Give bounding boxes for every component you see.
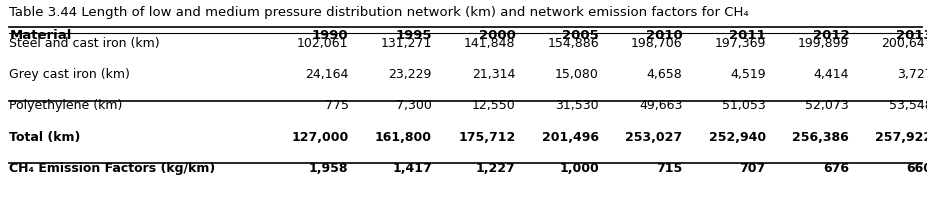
Text: 198,706: 198,706: [630, 37, 682, 50]
Text: Total (km): Total (km): [9, 130, 81, 143]
Text: 3,727: 3,727: [896, 68, 927, 81]
Text: 201,496: 201,496: [542, 130, 599, 143]
Text: 715: 715: [656, 161, 682, 174]
Text: 707: 707: [740, 161, 766, 174]
Text: 175,712: 175,712: [458, 130, 515, 143]
Text: 12,550: 12,550: [472, 99, 515, 112]
Text: Table 3.44 Length of low and medium pressure distribution network (km) and netwo: Table 3.44 Length of low and medium pres…: [9, 6, 749, 19]
Text: 161,800: 161,800: [375, 130, 432, 143]
Text: 49,663: 49,663: [639, 99, 682, 112]
Text: 253,027: 253,027: [625, 130, 682, 143]
Text: 775: 775: [324, 99, 349, 112]
Text: 31,530: 31,530: [555, 99, 599, 112]
Text: 257,922: 257,922: [875, 130, 927, 143]
Text: 1,417: 1,417: [392, 161, 432, 174]
Text: 676: 676: [823, 161, 849, 174]
Text: 23,229: 23,229: [388, 68, 432, 81]
Text: 2000: 2000: [478, 29, 515, 42]
Text: 1990: 1990: [311, 29, 349, 42]
Text: 127,000: 127,000: [291, 130, 349, 143]
Text: 154,886: 154,886: [547, 37, 599, 50]
Text: 1,227: 1,227: [476, 161, 515, 174]
Text: 7,300: 7,300: [396, 99, 432, 112]
Text: 2012: 2012: [812, 29, 849, 42]
Text: 52,073: 52,073: [806, 99, 849, 112]
Text: Polyethylene (km): Polyethylene (km): [9, 99, 122, 112]
Text: 4,519: 4,519: [730, 68, 766, 81]
Text: 1,958: 1,958: [309, 161, 349, 174]
Text: 2005: 2005: [562, 29, 599, 42]
Text: 24,164: 24,164: [305, 68, 349, 81]
Text: 4,414: 4,414: [814, 68, 849, 81]
Text: 256,386: 256,386: [793, 130, 849, 143]
Text: 21,314: 21,314: [472, 68, 515, 81]
Text: 53,548: 53,548: [889, 99, 927, 112]
Text: CH₄ Emission Factors (kg/km): CH₄ Emission Factors (kg/km): [9, 161, 215, 174]
Text: 141,848: 141,848: [464, 37, 515, 50]
Text: Grey cast iron (km): Grey cast iron (km): [9, 68, 130, 81]
Text: Material: Material: [9, 29, 71, 42]
Text: 4,658: 4,658: [646, 68, 682, 81]
Text: 200,647: 200,647: [881, 37, 927, 50]
Text: 197,369: 197,369: [715, 37, 766, 50]
Text: 1995: 1995: [396, 29, 432, 42]
Text: 660: 660: [907, 161, 927, 174]
Text: Steel and cast iron (km): Steel and cast iron (km): [9, 37, 159, 50]
Text: 2011: 2011: [729, 29, 766, 42]
Text: 1,000: 1,000: [559, 161, 599, 174]
Text: 2013: 2013: [895, 29, 927, 42]
Text: 102,061: 102,061: [297, 37, 349, 50]
Text: 199,899: 199,899: [798, 37, 849, 50]
Text: 15,080: 15,080: [555, 68, 599, 81]
Text: 131,271: 131,271: [381, 37, 432, 50]
Text: 2010: 2010: [645, 29, 682, 42]
Text: 51,053: 51,053: [722, 99, 766, 112]
Text: 252,940: 252,940: [708, 130, 766, 143]
